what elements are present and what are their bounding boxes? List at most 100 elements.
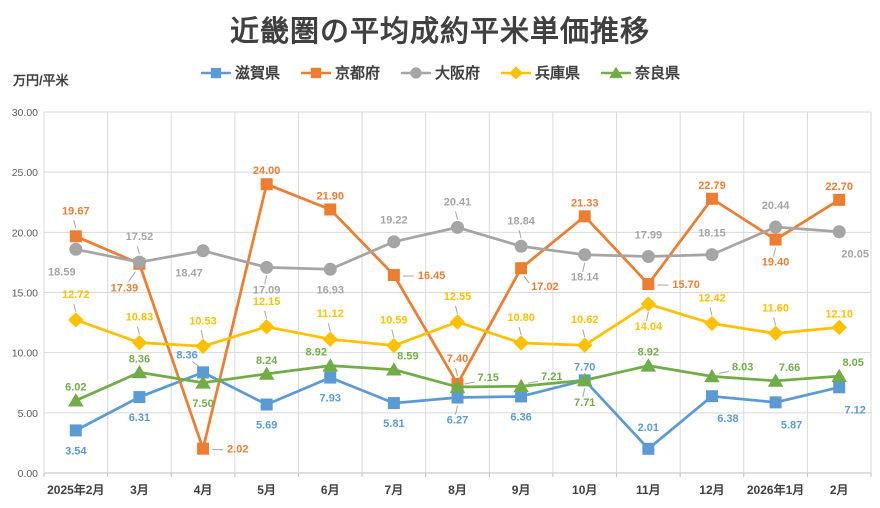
legend-item[interactable]: 京都府 — [300, 62, 380, 83]
data-label-leader-line — [528, 380, 539, 384]
data-point-marker[interactable] — [577, 337, 593, 353]
data-point-marker[interactable] — [576, 372, 593, 387]
data-point-marker[interactable] — [68, 312, 84, 328]
x-axis-category-label: 2025年2月 — [47, 482, 104, 497]
data-point-marker[interactable] — [449, 314, 466, 330]
data-point-marker[interactable] — [513, 378, 529, 393]
data-point-label: 8.24 — [256, 355, 278, 367]
data-point-marker[interactable] — [386, 337, 402, 354]
data-point-marker[interactable] — [769, 220, 783, 234]
data-point-marker[interactable] — [769, 233, 782, 246]
data-point-marker[interactable] — [767, 325, 784, 342]
legend-item[interactable]: 兵庫県 — [500, 62, 580, 83]
data-point-marker[interactable] — [515, 262, 528, 275]
data-point-marker[interactable] — [451, 220, 464, 234]
data-point-marker[interactable] — [387, 397, 400, 410]
data-point-label: 7.50 — [192, 398, 213, 410]
data-point-marker[interactable] — [260, 398, 273, 411]
data-point-marker[interactable] — [196, 244, 210, 258]
data-point-label: 22.70 — [825, 181, 853, 193]
legend-item[interactable]: 滋賀県 — [200, 62, 280, 83]
data-point-marker[interactable] — [704, 368, 720, 383]
legend-label: 滋賀県 — [234, 65, 280, 82]
data-point-label: 7.93 — [320, 393, 341, 405]
legend-item[interactable]: 奈良県 — [600, 62, 680, 83]
data-point-marker[interactable] — [258, 366, 275, 380]
data-point-marker[interactable] — [451, 391, 464, 404]
data-point-marker[interactable] — [641, 250, 655, 264]
data-point-label: 18.15 — [698, 228, 726, 240]
data-point-label: 17.52 — [126, 231, 154, 243]
data-point-marker[interactable] — [705, 390, 718, 403]
data-point-marker[interactable] — [705, 248, 719, 262]
data-point-marker[interactable] — [513, 335, 529, 351]
data-point-marker[interactable] — [131, 365, 148, 379]
data-point-marker[interactable] — [831, 368, 847, 383]
data-point-marker[interactable] — [640, 358, 657, 372]
data-point-marker[interactable] — [131, 334, 148, 351]
data-point-label: 19.40 — [762, 257, 790, 269]
data-point-label: 18.59 — [48, 266, 76, 278]
data-point-marker[interactable] — [833, 193, 846, 206]
data-point-marker[interactable] — [68, 393, 84, 407]
data-label-leader-line — [773, 247, 777, 257]
data-point-marker[interactable] — [640, 296, 657, 312]
data-point-marker[interactable] — [69, 242, 83, 256]
data-point-label: 10.62 — [571, 314, 599, 326]
data-label-leader-line — [582, 262, 586, 272]
data-point-marker[interactable] — [324, 203, 337, 216]
data-point-label: 5.81 — [383, 418, 404, 430]
data-point-marker[interactable] — [323, 262, 337, 276]
data-point-marker[interactable] — [642, 442, 655, 455]
chart-title: 近畿圏の平均成約平米単価推移 — [229, 16, 650, 48]
data-point-marker[interactable] — [197, 442, 210, 455]
data-point-marker[interactable] — [767, 373, 784, 387]
data-point-marker[interactable] — [69, 424, 82, 437]
data-point-marker[interactable] — [578, 210, 591, 223]
data-point-label: 7.71 — [574, 397, 595, 409]
data-label-leader-line — [136, 246, 140, 255]
data-point-marker[interactable] — [642, 278, 655, 291]
data-point-marker[interactable] — [449, 379, 466, 393]
data-point-marker[interactable] — [322, 358, 339, 372]
data-point-marker[interactable] — [322, 331, 338, 347]
data-point-label: 7.21 — [541, 371, 562, 383]
data-point-marker[interactable] — [260, 178, 273, 191]
data-point-label: 20.41 — [444, 196, 472, 208]
data-point-label: 10.80 — [507, 312, 535, 324]
data-point-marker[interactable] — [515, 390, 528, 403]
data-point-label: 7.12 — [844, 404, 865, 416]
data-point-marker[interactable] — [769, 396, 782, 409]
data-label-leader-line — [582, 329, 586, 338]
data-point-marker[interactable] — [133, 391, 146, 404]
data-point-marker[interactable] — [324, 371, 337, 384]
data-point-marker[interactable] — [705, 192, 718, 205]
data-point-marker[interactable] — [387, 235, 401, 249]
data-label-leader-line — [464, 381, 475, 385]
data-point-marker[interactable] — [578, 248, 592, 262]
data-point-marker[interactable] — [386, 362, 402, 376]
y-axis-tick-label: 30.00 — [12, 107, 38, 119]
data-label-leader-line — [264, 310, 268, 319]
data-point-marker[interactable] — [831, 319, 847, 336]
y-axis-unit-label: 万円/平米 — [13, 73, 69, 88]
data-point-label: 16.93 — [317, 284, 345, 296]
data-point-marker[interactable] — [833, 381, 846, 394]
data-point-label: 6.36 — [510, 411, 531, 423]
data-point-marker[interactable] — [387, 269, 400, 282]
data-point-marker[interactable] — [704, 315, 720, 332]
data-point-marker[interactable] — [260, 260, 274, 274]
y-axis-tick-label: 0.00 — [18, 468, 39, 480]
data-point-marker[interactable] — [69, 230, 82, 243]
data-point-marker[interactable] — [195, 375, 211, 389]
legend-item[interactable]: 大阪府 — [400, 62, 480, 83]
data-point-label: 10.53 — [189, 315, 217, 327]
data-point-marker[interactable] — [132, 255, 146, 269]
data-point-marker[interactable] — [258, 319, 275, 335]
data-label-leader-line — [518, 230, 522, 239]
data-point-marker[interactable] — [195, 338, 211, 354]
legend-marker-shape — [210, 67, 222, 78]
data-point-marker[interactable] — [514, 239, 528, 253]
data-point-label: 8.03 — [732, 361, 753, 373]
data-point-marker[interactable] — [832, 225, 846, 239]
